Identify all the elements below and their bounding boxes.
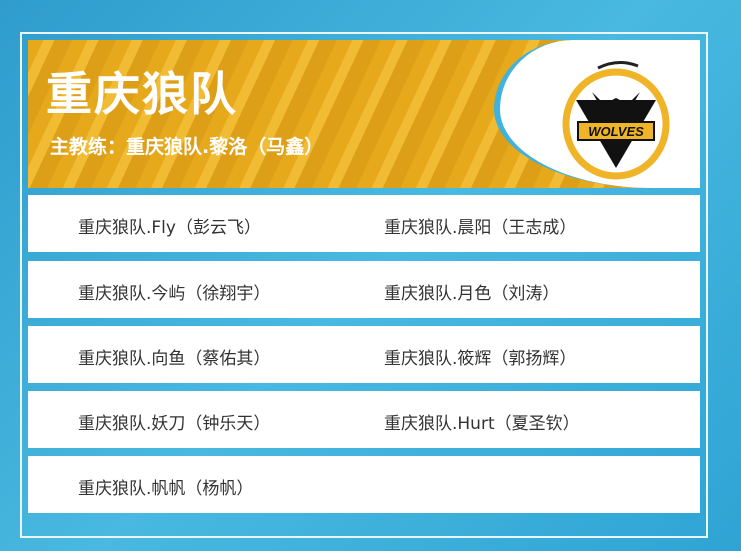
player-row: 重庆狼队.Fly（彭云飞） 重庆狼队.晨阳（王志成）: [28, 195, 700, 252]
player-row: 重庆狼队.妖刀（钟乐天） 重庆狼队.Hurt（夏圣钦）: [28, 391, 700, 448]
player-name: 重庆狼队.今屿（徐翔宇）: [78, 284, 271, 304]
player-name: 重庆狼队.妖刀（钟乐天）: [78, 414, 271, 434]
player-row: 重庆狼队.今屿（徐翔宇） 重庆狼队.月色（刘涛）: [28, 261, 700, 318]
player-name: 重庆狼队.向鱼（蔡佑其）: [78, 349, 271, 369]
coach-label: 主教练：重庆狼队.黎洛（马鑫）: [50, 136, 324, 158]
player-name: 重庆狼队.Hurt（夏圣钦）: [384, 414, 580, 434]
team-name: 重庆狼队: [46, 67, 238, 121]
svg-text:WOLVES: WOLVES: [588, 124, 644, 139]
team-header: 重庆狼队 主教练：重庆狼队.黎洛（马鑫） WOLVES: [28, 40, 700, 188]
player-name: 重庆狼队.帆帆（杨帆）: [78, 479, 254, 499]
card-frame: [20, 32, 708, 538]
player-name: 重庆狼队.筱辉（郭扬辉）: [384, 349, 577, 369]
player-name: 重庆狼队.晨阳（王志成）: [384, 218, 577, 238]
player-row: 重庆狼队.向鱼（蔡佑其） 重庆狼队.筱辉（郭扬辉）: [28, 326, 700, 383]
player-row: 重庆狼队.帆帆（杨帆）: [28, 456, 700, 513]
wolves-logo-icon: WOLVES: [562, 61, 670, 180]
player-name: 重庆狼队.月色（刘涛）: [384, 284, 560, 304]
player-name: 重庆狼队.Fly（彭云飞）: [78, 218, 261, 238]
